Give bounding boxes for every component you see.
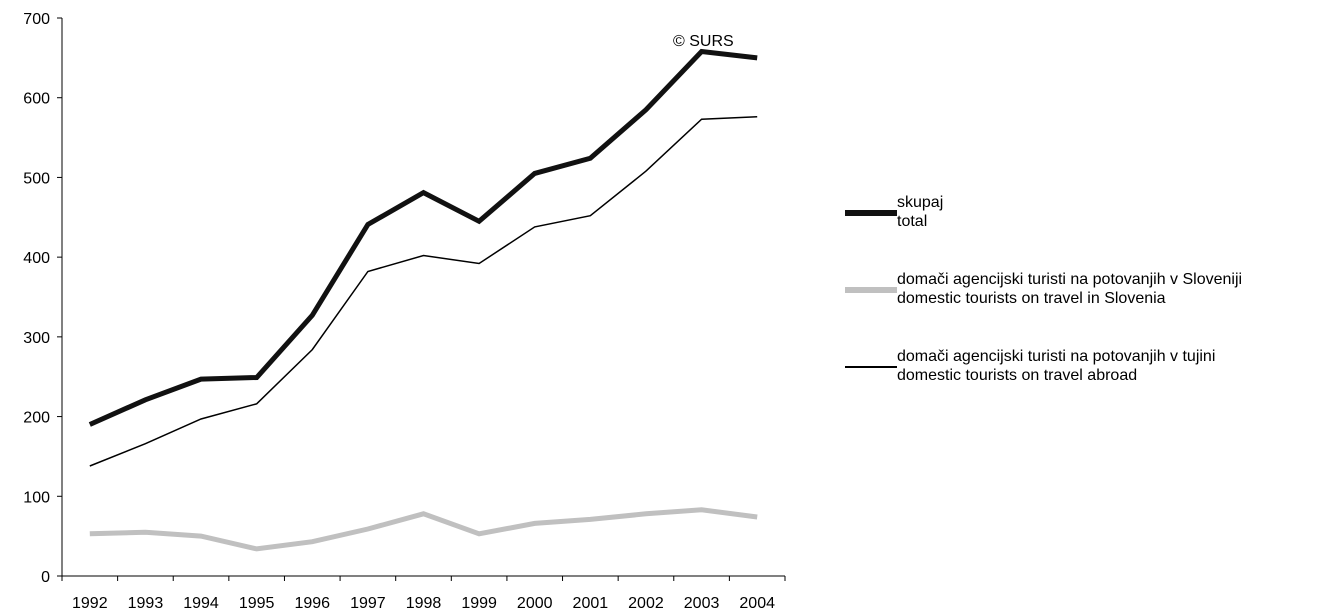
x-tick-label: 2002	[628, 595, 664, 612]
legend-item-slovenia: domači agencijski turisti na potovanjih …	[845, 267, 1339, 311]
x-tick-label: 1995	[239, 595, 275, 612]
series-line-abroad	[89, 116, 758, 467]
series-line-total	[88, 48, 758, 427]
x-tick-label: 1992	[72, 595, 108, 612]
y-tick-label: 100	[23, 489, 50, 506]
legend-label-en: domestic tourists on travel abroad	[897, 367, 1138, 384]
y-tick-label: 0	[41, 569, 50, 586]
x-tick-label: 2003	[684, 595, 720, 612]
legend-swatch-total	[845, 210, 897, 216]
x-tick-label: 1996	[294, 595, 330, 612]
legend-swatch-abroad	[845, 366, 897, 368]
x-tick-label: 2004	[739, 595, 775, 612]
plot-area	[62, 18, 785, 576]
legend-item-abroad: domači agencijski turisti na potovanjih …	[845, 344, 1339, 388]
series-line-slovenia	[89, 507, 758, 552]
axes: 0 100 200 300 400 500 600 700 1992 1993 1994 1995 19…	[23, 11, 786, 612]
y-tick-label: 500	[23, 170, 50, 187]
y-tick-label: 600	[23, 91, 50, 108]
copyright-annotation: © SURS	[673, 33, 734, 50]
legend-swatch-slovenia	[845, 287, 897, 293]
x-tick-label: 2000	[517, 595, 553, 612]
x-tick-label: 1994	[183, 595, 219, 612]
plot-background	[62, 18, 785, 576]
x-tick-label: 2001	[573, 595, 609, 612]
legend: skupaj total domači agencijski turisti n…	[845, 190, 1339, 421]
x-tick-label: 1998	[406, 595, 442, 612]
legend-label-en: domestic tourists on travel in Slovenia	[897, 290, 1166, 307]
y-tick-label: 700	[23, 11, 50, 28]
legend-label-en: total	[897, 213, 928, 230]
x-tick-label: 1993	[128, 595, 164, 612]
x-tick-label: 1997	[350, 595, 386, 612]
legend-item-total: skupaj total	[845, 190, 1339, 234]
legend-label: skupaj	[897, 194, 944, 211]
legend-label: domači agencijski turisti na potovanjih …	[897, 348, 1216, 365]
legend-label: domači agencijski turisti na potovanjih …	[897, 271, 1243, 288]
line-chart: 0 100 200 300 400 500 600 700 1992 1993 1994 1995 19…	[23, 11, 786, 612]
y-tick-label: 200	[23, 410, 50, 427]
y-tick-label: 300	[23, 330, 50, 347]
x-tick-label: 1999	[461, 595, 497, 612]
series-layer	[88, 48, 758, 552]
y-tick-label: 400	[23, 250, 50, 267]
